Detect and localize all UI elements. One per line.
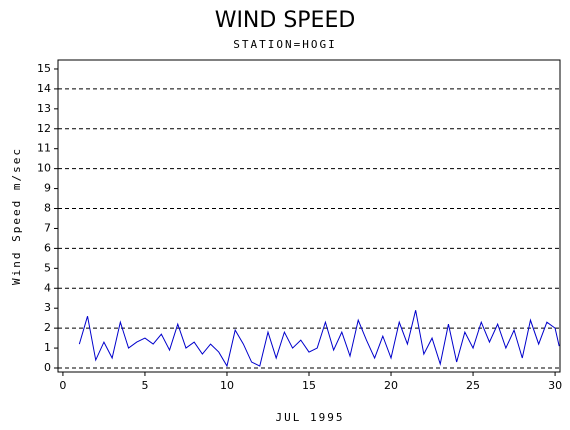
y-tick-label: 7 — [44, 221, 51, 234]
y-tick-label: 5 — [44, 261, 51, 274]
y-tick-label: 0 — [44, 361, 51, 374]
x-tick-label: 10 — [220, 379, 234, 392]
x-tick-label: 25 — [466, 379, 480, 392]
y-tick-label: 14 — [37, 82, 51, 95]
y-tick-label: 8 — [44, 202, 51, 215]
x-tick-label: 5 — [141, 379, 148, 392]
chart-subtitle: STATION=HOGI — [233, 38, 336, 51]
y-tick-label: 4 — [44, 281, 51, 294]
x-tick-label: 20 — [384, 379, 398, 392]
y-tick-label: 15 — [37, 62, 51, 75]
y-tick-label: 1 — [44, 341, 51, 354]
y-tick-label: 13 — [37, 102, 51, 115]
x-axis-label: JUL 1995 — [276, 411, 345, 424]
x-tick-label: 15 — [302, 379, 316, 392]
x-tick-label: 0 — [59, 379, 66, 392]
chart-title: WIND SPEED — [215, 8, 356, 33]
y-tick-label: 12 — [37, 122, 51, 135]
y-axis-label: Wind Speed m/sec — [10, 147, 23, 285]
y-tick-label: 3 — [44, 301, 51, 314]
data-line — [78, 310, 560, 368]
y-tick-label: 10 — [37, 162, 51, 175]
x-tick-label: 30 — [548, 379, 562, 392]
y-tick-label: 2 — [44, 321, 51, 334]
y-tick-label: 6 — [44, 241, 51, 254]
plot-frame — [57, 59, 561, 373]
y-tick-label: 9 — [44, 182, 51, 195]
y-tick-label: 11 — [37, 142, 51, 155]
